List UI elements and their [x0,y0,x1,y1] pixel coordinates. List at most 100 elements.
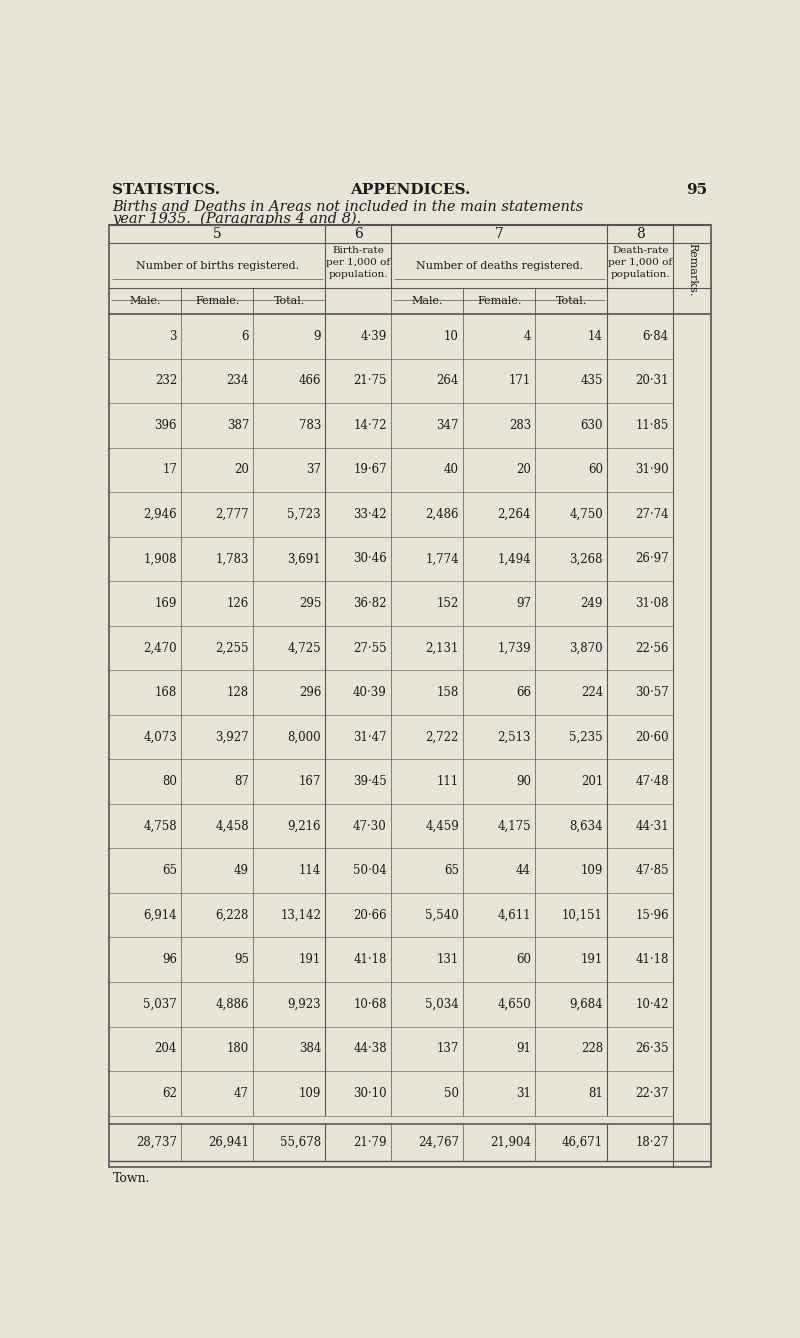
Text: 14·72: 14·72 [354,419,387,432]
Text: Total.: Total. [556,296,587,306]
Text: 2,513: 2,513 [498,731,531,744]
Text: 228: 228 [581,1042,603,1056]
Text: 91: 91 [516,1042,531,1056]
Text: 30·10: 30·10 [354,1086,387,1100]
Text: 3: 3 [170,330,177,343]
Text: 131: 131 [437,953,459,966]
Text: Remarks.: Remarks. [687,244,697,297]
Text: 46,671: 46,671 [562,1136,603,1149]
Text: 2,946: 2,946 [143,508,177,520]
Text: 5,037: 5,037 [143,998,177,1010]
Text: 10·42: 10·42 [635,998,669,1010]
Text: 2,777: 2,777 [215,508,249,520]
Text: 47·48: 47·48 [635,775,669,788]
Text: 152: 152 [437,597,459,610]
Text: 30·46: 30·46 [353,553,387,566]
Text: 21·75: 21·75 [354,375,387,388]
Text: 8,000: 8,000 [287,731,321,744]
Text: 95: 95 [234,953,249,966]
Text: 2,486: 2,486 [426,508,459,520]
Text: 1,774: 1,774 [426,553,459,566]
Text: 9,923: 9,923 [287,998,321,1010]
Text: 295: 295 [298,597,321,610]
Text: 4·39: 4·39 [361,330,387,343]
Text: 24,767: 24,767 [418,1136,459,1149]
Text: 30·57: 30·57 [635,686,669,698]
Text: 158: 158 [437,686,459,698]
Text: 10·68: 10·68 [354,998,387,1010]
Text: 44·38: 44·38 [354,1042,387,1056]
Text: 8,634: 8,634 [570,820,603,832]
Text: 201: 201 [581,775,603,788]
Text: 167: 167 [298,775,321,788]
Text: 27·74: 27·74 [635,508,669,520]
Text: 6: 6 [354,227,362,241]
Text: 96: 96 [162,953,177,966]
Text: 3,268: 3,268 [570,553,603,566]
Text: 26,941: 26,941 [208,1136,249,1149]
Text: 3,691: 3,691 [287,553,321,566]
Text: 2,264: 2,264 [498,508,531,520]
Text: Births and Deaths in Areas not included in the main statements: Births and Deaths in Areas not included … [112,199,584,214]
Text: 6,914: 6,914 [143,909,177,922]
Text: APPENDICES.: APPENDICES. [350,183,470,197]
Text: 137: 137 [437,1042,459,1056]
Text: 9,684: 9,684 [570,998,603,1010]
Text: 49: 49 [234,864,249,878]
Text: 21,904: 21,904 [490,1136,531,1149]
Text: 66: 66 [516,686,531,698]
Text: 168: 168 [154,686,177,698]
Text: STATISTICS.: STATISTICS. [112,183,221,197]
Text: 4,459: 4,459 [425,820,459,832]
Text: 234: 234 [226,375,249,388]
Text: 80: 80 [162,775,177,788]
Text: 60: 60 [516,953,531,966]
Text: Number of deaths registered.: Number of deaths registered. [416,261,583,270]
Text: Female.: Female. [477,296,522,306]
Text: 47·85: 47·85 [635,864,669,878]
Text: 20·31: 20·31 [635,375,669,388]
Text: 65: 65 [444,864,459,878]
Text: 7: 7 [495,227,504,241]
Text: 60: 60 [588,463,603,476]
Text: 21·79: 21·79 [354,1136,387,1149]
Text: 50·04: 50·04 [353,864,387,878]
Text: 37: 37 [306,463,321,476]
Text: 55,678: 55,678 [280,1136,321,1149]
Text: 296: 296 [298,686,321,698]
Text: 10: 10 [444,330,459,343]
Text: 81: 81 [588,1086,603,1100]
Text: 28,737: 28,737 [136,1136,177,1149]
Text: 36·82: 36·82 [354,597,387,610]
Text: 10,151: 10,151 [562,909,603,922]
Text: 20·66: 20·66 [354,909,387,922]
Text: 20: 20 [516,463,531,476]
Text: 180: 180 [226,1042,249,1056]
Text: 40·39: 40·39 [353,686,387,698]
Text: 387: 387 [226,419,249,432]
Text: 4,650: 4,650 [498,998,531,1010]
Text: 3,927: 3,927 [215,731,249,744]
Text: 249: 249 [581,597,603,610]
Text: 22·37: 22·37 [635,1086,669,1100]
Text: 65: 65 [162,864,177,878]
Text: 31·47: 31·47 [354,731,387,744]
Text: 5,723: 5,723 [287,508,321,520]
Text: 87: 87 [234,775,249,788]
Text: 41·18: 41·18 [635,953,669,966]
Text: 41·18: 41·18 [354,953,387,966]
Text: 19·67: 19·67 [354,463,387,476]
Text: 4,725: 4,725 [287,641,321,654]
Text: 109: 109 [298,1086,321,1100]
Text: 14: 14 [588,330,603,343]
Text: 435: 435 [581,375,603,388]
Text: 396: 396 [154,419,177,432]
Text: 114: 114 [299,864,321,878]
Text: Male.: Male. [130,296,161,306]
Text: 204: 204 [154,1042,177,1056]
Text: 4,758: 4,758 [143,820,177,832]
Text: 47·30: 47·30 [353,820,387,832]
Text: 33·42: 33·42 [354,508,387,520]
Text: 4,611: 4,611 [498,909,531,922]
Text: 111: 111 [437,775,459,788]
